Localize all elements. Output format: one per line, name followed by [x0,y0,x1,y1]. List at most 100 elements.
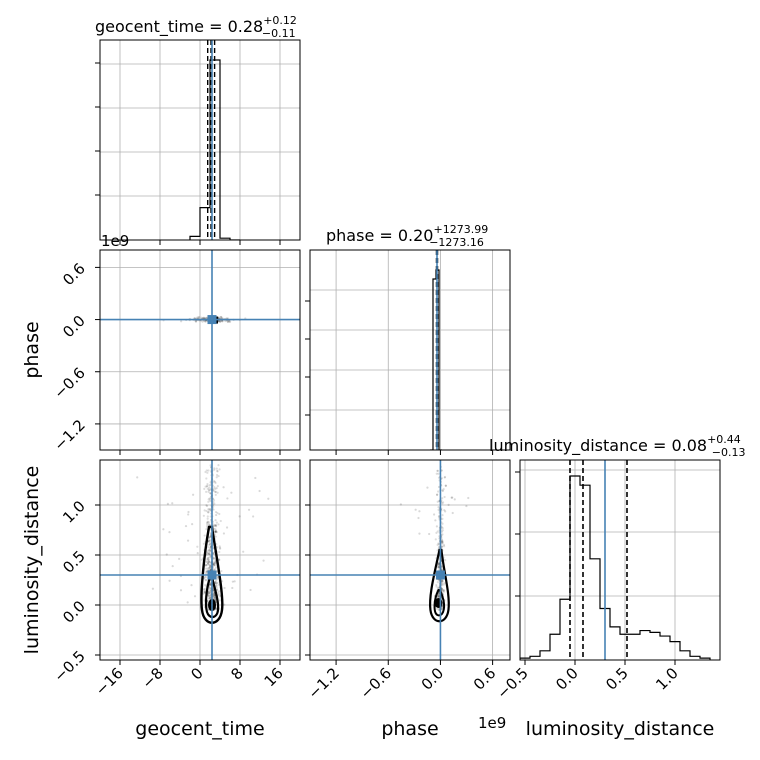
sample-point [214,510,218,514]
sample-point [209,464,212,467]
sample-point [212,489,215,492]
sample-point [208,561,212,564]
sample-point [443,475,447,479]
x-tick-label: −0.6 [357,664,395,702]
sample-point [441,605,444,608]
sample-point [206,484,209,487]
sample-point [218,590,221,593]
sample-point [228,320,232,323]
sample-point [219,320,222,323]
sample-point [437,592,441,595]
sample-point [208,566,211,569]
sample-point [209,481,212,484]
sample-point [216,575,219,578]
y-tick-label: 0.0 [59,312,89,342]
sample-point [437,490,440,493]
sample-point [216,511,219,515]
sample-point [435,585,438,588]
sample-point [200,316,203,319]
sample-point [216,491,219,494]
sample-point [214,530,217,533]
sample-point [214,607,218,610]
sample-point [214,530,217,534]
sample-point [208,549,211,552]
sample-point [206,557,209,560]
sample-point [437,565,440,569]
sample-point [208,595,211,598]
sample-point [213,563,216,566]
sample-point [428,532,431,536]
sample-point [426,486,429,489]
sample-point [440,541,444,544]
sample-point [198,315,201,319]
sample-point [436,530,439,533]
sample-point [208,507,211,511]
sample-point [436,469,439,472]
sample-point [196,545,199,548]
sample-point [209,582,212,585]
sample-point [441,533,444,536]
sample-point [209,590,212,593]
sample-point [435,607,439,610]
sample-point [207,592,210,595]
sample-point [214,607,218,611]
panel-geocent-time-vs-phase [100,250,300,450]
sample-point [441,502,444,505]
sample-point [435,472,438,475]
sample-point [206,511,210,514]
sample-point [207,588,211,591]
sample-point [258,489,261,493]
x-tick-label: −0.5 [493,664,531,702]
sample-point [168,530,171,534]
sample-point [168,579,171,582]
sample-point [213,568,217,571]
sample-point [207,500,210,503]
sample-point [437,485,441,489]
sample-point [212,589,215,592]
sample-point [208,536,211,539]
sample-point [213,467,216,470]
sample-point [219,547,222,550]
sample-point [209,483,212,486]
sample-point [214,487,217,490]
sample-point [214,535,217,538]
sample-point [212,557,215,560]
sample-point [441,588,444,591]
sample-point [208,597,211,601]
sample-point [441,580,444,583]
title-luminosity-distance: luminosity_distance = 0.08+0.44 −0.13 [489,433,746,459]
sample-point [220,569,223,573]
sample-point [205,558,209,561]
sample-point [162,528,165,531]
sample-point [435,525,438,528]
sample-point [203,487,206,490]
sample-point [443,582,446,585]
sample-point [184,524,188,528]
y-tick-label: −0.5 [50,647,88,685]
sample-point [447,503,450,506]
sample-point [206,487,209,490]
sample-point [214,529,217,532]
sample-point [205,504,208,507]
sample-point [205,578,208,581]
sample-point [208,594,212,597]
sample-point [437,562,440,565]
y-tick-label: 1.0 [59,497,89,527]
sample-point [207,511,210,514]
sample-point [441,545,444,548]
sample-point [204,320,207,323]
ylabel-phase: phase [21,321,43,378]
x-tick-label: 0.5 [602,664,632,694]
sample-point [436,586,439,590]
sample-point [208,597,211,600]
sample-point [204,564,207,567]
sample-point [166,502,170,505]
sample-point [204,576,208,579]
sample-point [441,489,444,492]
sample-point [208,523,211,527]
sample-point [215,530,219,534]
sample-point [207,551,210,554]
sample-point [203,577,206,580]
sample-point [436,549,439,552]
